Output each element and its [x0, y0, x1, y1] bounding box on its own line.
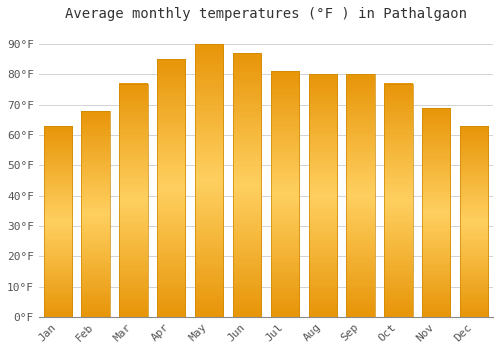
Bar [308, 75, 337, 317]
Bar [44, 126, 72, 317]
Bar [422, 108, 450, 317]
Bar [195, 44, 224, 317]
Bar [460, 126, 488, 317]
Bar [119, 84, 148, 317]
Bar [233, 53, 261, 317]
Bar [157, 60, 186, 317]
Bar [270, 71, 299, 317]
Bar [82, 111, 110, 317]
Title: Average monthly temperatures (°F ) in Pathalgaon: Average monthly temperatures (°F ) in Pa… [65, 7, 467, 21]
Bar [384, 84, 412, 317]
Bar [346, 75, 375, 317]
